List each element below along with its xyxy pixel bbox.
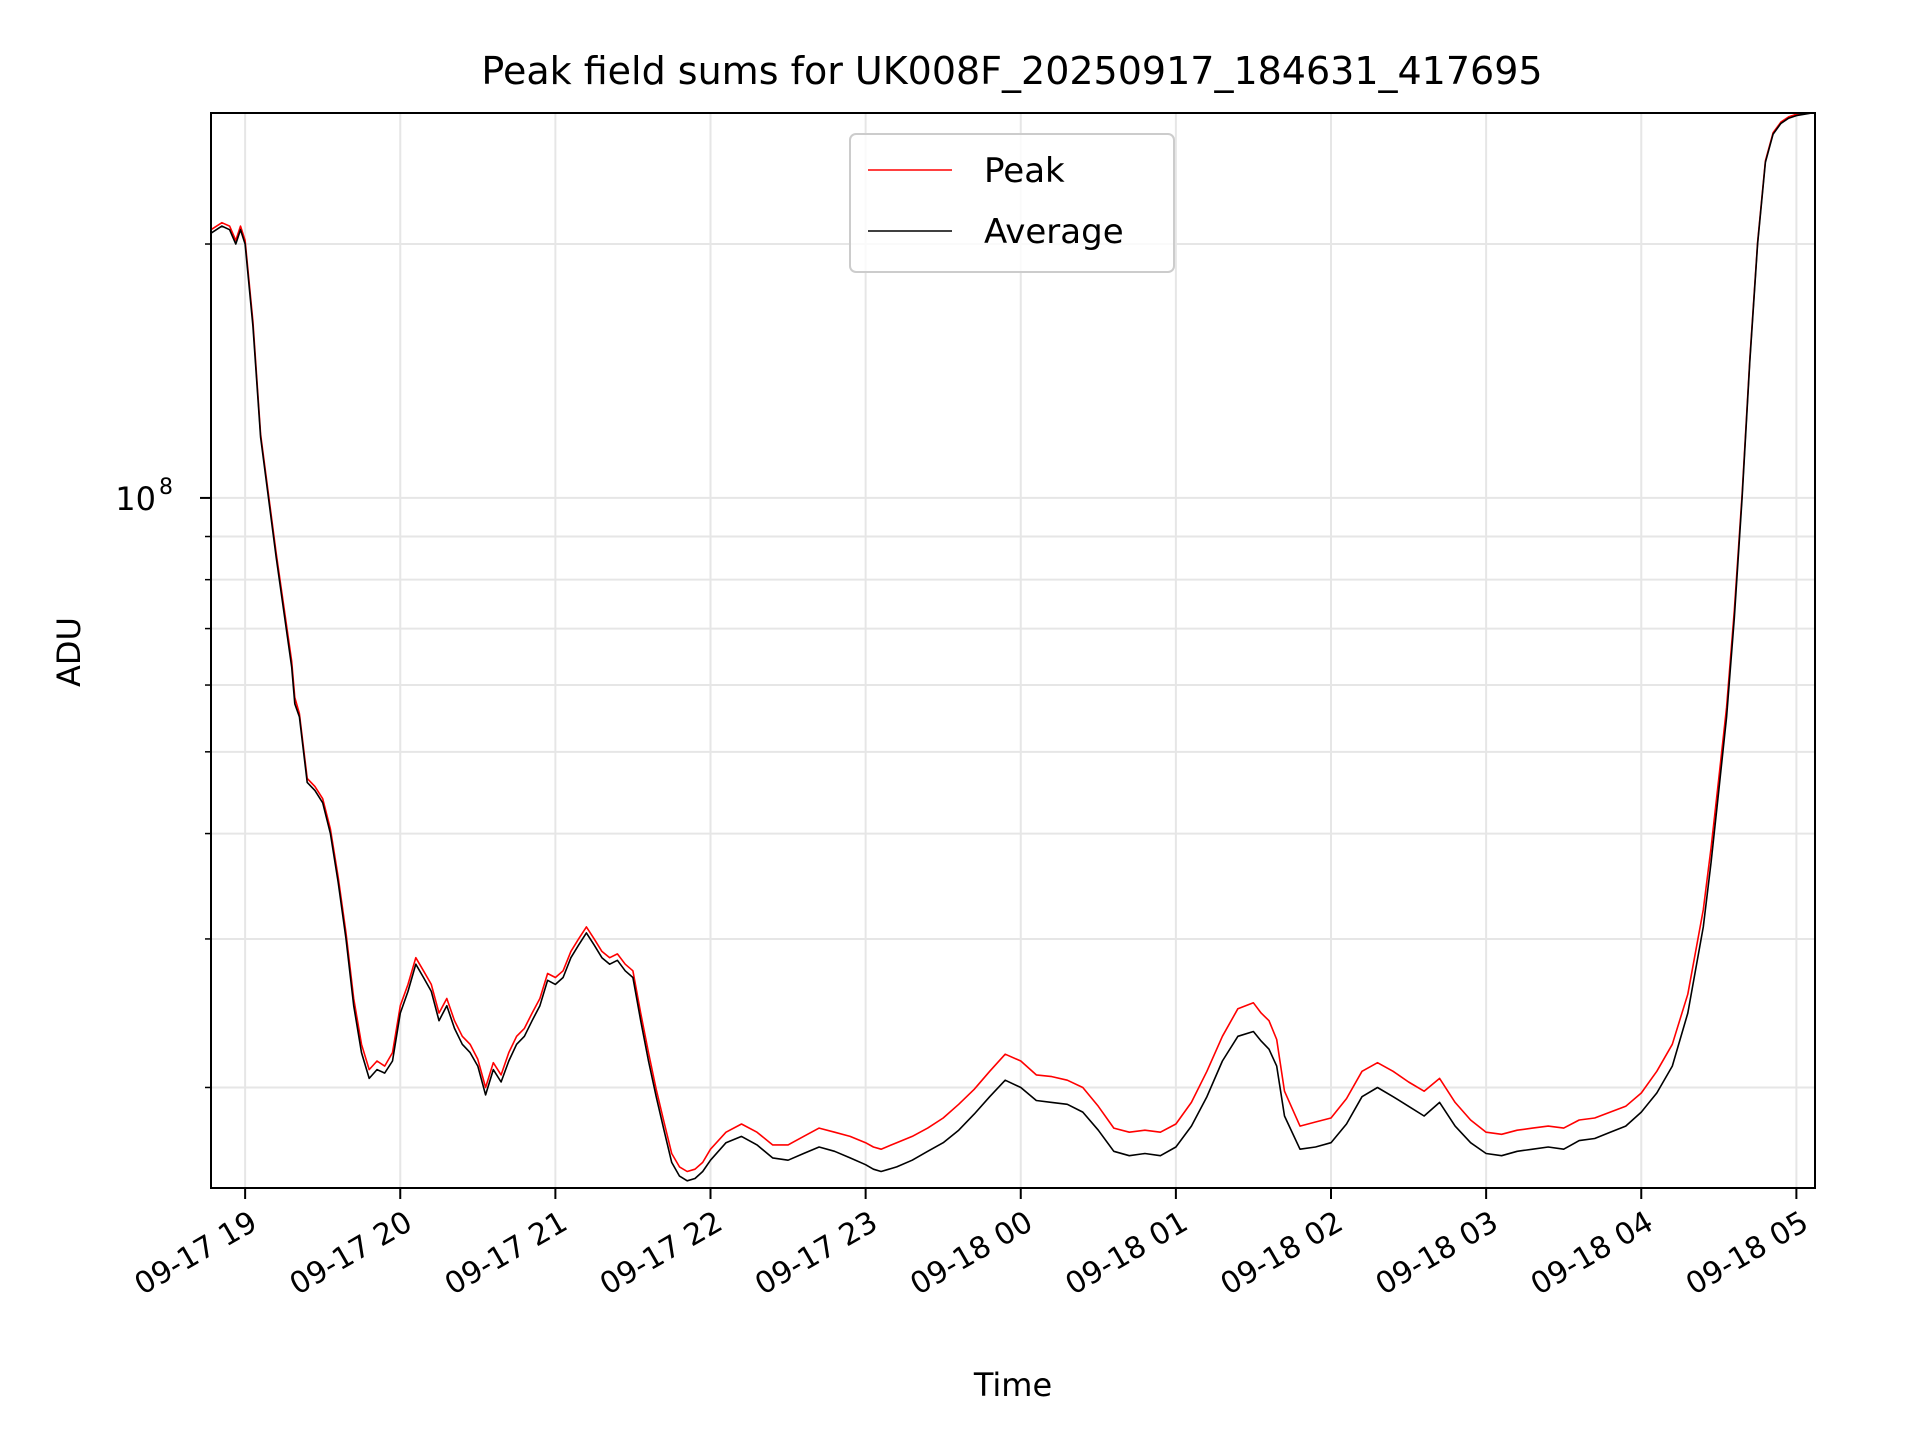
- series-line-average: [210, 112, 1813, 1182]
- y-tick-label-base: 10: [115, 480, 156, 518]
- series-line-peak: [210, 112, 1812, 1173]
- legend-label-average: Average: [984, 212, 1124, 252]
- y-tick-label: 10 8: [115, 475, 173, 518]
- chart-title: Peak field sums for UK008F_20250917_1846…: [481, 49, 1542, 93]
- legend-label-peak: Peak: [984, 151, 1065, 191]
- grid-layer: [211, 113, 1815, 1188]
- y-axis-label: ADU: [50, 617, 88, 687]
- series-layer: [210, 112, 1813, 1182]
- legend: Peak Average: [849, 133, 1175, 273]
- y-tick-label-exponent: 8: [159, 475, 173, 500]
- x-axis-label: Time: [973, 1366, 1052, 1404]
- plot-frame: [210, 112, 1816, 1189]
- y-axis: 10 8: [115, 243, 211, 1089]
- legend-box: [849, 133, 1175, 273]
